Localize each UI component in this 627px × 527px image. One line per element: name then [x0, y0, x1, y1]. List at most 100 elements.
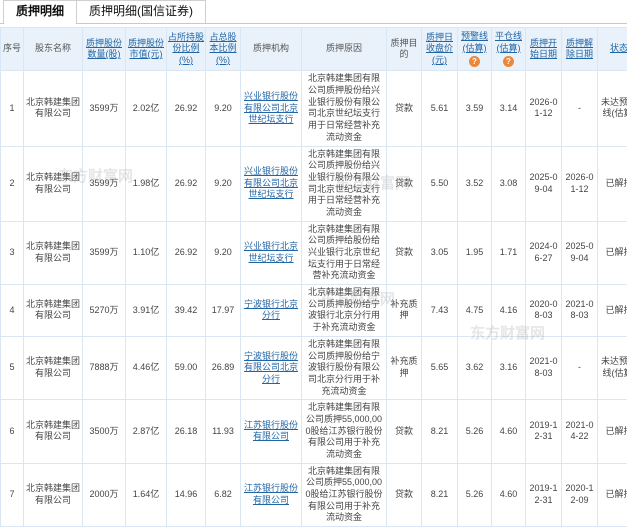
col-header-label[interactable]: 状态 [610, 43, 627, 53]
cell-pct_total: 9.20 [206, 221, 241, 284]
tab-bar: 质押明细 质押明细(国信证券) [0, 0, 627, 24]
cell-value: 1.64亿 [126, 463, 167, 526]
col-header-purpose: 质押目的 [387, 28, 422, 71]
cell-reason: 北京韩建集团有限公司质押55,000,000股给江苏银行股份有限公司用于补充流动… [302, 463, 387, 526]
cell-close: 5.50 [422, 146, 458, 221]
cell-reason: 北京韩建集团有限公司质押股份给兴业银行股份有限公司北京世纪坛支行用于日常经营补充… [302, 71, 387, 146]
col-header-qty[interactable]: 质押股份数量(股) [83, 28, 126, 71]
col-header-label[interactable]: 质押日收盘价(元) [426, 32, 453, 65]
cell-value: 1.98亿 [126, 146, 167, 221]
cell-status: 已解押 [598, 285, 627, 337]
cell-value: 2.87亿 [126, 400, 167, 463]
cell-pct_total: 26.89 [206, 336, 241, 399]
col-header-org: 质押机构 [241, 28, 302, 71]
tab-pledge-detail-guosen[interactable]: 质押明细(国信证券) [77, 0, 206, 23]
col-header-label[interactable]: 质押解除日期 [566, 38, 593, 60]
cell-status: 已解押 [598, 400, 627, 463]
col-header-label: 序号 [3, 43, 21, 53]
cell-holder: 北京韩建集团有限公司 [24, 221, 83, 284]
cell-purpose: 补充质押 [387, 285, 422, 337]
cell-qty: 5270万 [83, 285, 126, 337]
cell-pct_held: 14.96 [167, 463, 206, 526]
cell-status: 已解押 [598, 463, 627, 526]
cell-start: 2020-08-03 [526, 285, 562, 337]
cell-warn: 5.26 [458, 463, 492, 526]
pledge-org-link[interactable]: 兴业银行股份有限公司北京世纪坛支行 [244, 166, 298, 199]
cell-warn: 3.59 [458, 71, 492, 146]
cell-end: 2026-01-12 [562, 146, 598, 221]
cell-value: 3.91亿 [126, 285, 167, 337]
cell-end: - [562, 71, 598, 146]
col-header-label: 质押目的 [390, 38, 417, 60]
cell-org: 宁波银行股份有限公司北京分行 [241, 336, 302, 399]
tab-pledge-detail[interactable]: 质押明细 [3, 0, 77, 23]
cell-holder: 北京韩建集团有限公司 [24, 336, 83, 399]
cell-pct_held: 26.18 [167, 400, 206, 463]
cell-pct_held: 59.00 [167, 336, 206, 399]
col-header-reason: 质押原因 [302, 28, 387, 71]
cell-start: 2025-09-04 [526, 146, 562, 221]
cell-liq: 4.60 [492, 400, 526, 463]
cell-close: 5.65 [422, 336, 458, 399]
cell-pct_held: 26.92 [167, 221, 206, 284]
cell-holder: 北京韩建集团有限公司 [24, 146, 83, 221]
help-icon[interactable]: ? [469, 56, 480, 67]
cell-purpose: 贷款 [387, 71, 422, 146]
cell-seq: 6 [1, 400, 24, 463]
col-header-pct_held[interactable]: 占所持股份比例(%) [167, 28, 206, 71]
cell-qty: 3599万 [83, 221, 126, 284]
col-header-liq[interactable]: 平仓线(估算)? [492, 28, 526, 71]
cell-qty: 7888万 [83, 336, 126, 399]
cell-pct_total: 9.20 [206, 146, 241, 221]
cell-holder: 北京韩建集团有限公司 [24, 463, 83, 526]
col-header-status[interactable]: 状态 [598, 28, 627, 71]
col-header-label[interactable]: 占总股本比例(%) [209, 32, 236, 65]
col-header-label: 质押原因 [326, 43, 362, 53]
cell-end: 2021-08-03 [562, 285, 598, 337]
pledge-org-link[interactable]: 江苏银行股份有限公司 [244, 483, 298, 505]
cell-org: 江苏银行股份有限公司 [241, 463, 302, 526]
cell-org: 宁波银行北京分行 [241, 285, 302, 337]
col-header-start[interactable]: 质押开始日期 [526, 28, 562, 71]
cell-warn: 1.95 [458, 221, 492, 284]
pledge-org-link[interactable]: 江苏银行股份有限公司 [244, 420, 298, 442]
col-header-pct_total[interactable]: 占总股本比例(%) [206, 28, 241, 71]
cell-reason: 北京韩建集团有限公司质押股份给宁波银行股份有限公司北京分行用于补充流动资金 [302, 336, 387, 399]
cell-close: 8.21 [422, 463, 458, 526]
cell-end: 2020-12-09 [562, 463, 598, 526]
cell-reason: 北京韩建集团有限公司质押55,000,000股给江苏银行股份有限公司用于补充流动… [302, 400, 387, 463]
col-header-end[interactable]: 质押解除日期 [562, 28, 598, 71]
cell-start: 2024-06-27 [526, 221, 562, 284]
pledge-org-link[interactable]: 兴业银行股份有限公司北京世纪坛支行 [244, 91, 298, 124]
cell-seq: 2 [1, 146, 24, 221]
col-header-label[interactable]: 质押开始日期 [530, 38, 557, 60]
cell-pct_held: 26.92 [167, 71, 206, 146]
pledge-org-link[interactable]: 宁波银行股份有限公司北京分行 [244, 351, 298, 384]
cell-reason: 北京韩建集团有限公司质押股份给宁波银行北京分行用于补充流动资金 [302, 285, 387, 337]
col-header-label[interactable]: 预警线(估算) [461, 31, 488, 53]
col-header-label[interactable]: 平仓线(估算) [495, 31, 522, 53]
col-header-label[interactable]: 占所持股份比例(%) [168, 32, 204, 65]
col-header-label[interactable]: 质押股份市值(元) [128, 38, 164, 60]
col-header-warn[interactable]: 预警线(估算)? [458, 28, 492, 71]
cell-reason: 北京韩建集团有限公司质押给股份给兴业银行北京世纪坛支行用于日常经营补充流动资金 [302, 221, 387, 284]
col-header-label[interactable]: 质押股份数量(股) [86, 38, 122, 60]
col-header-close[interactable]: 质押日收盘价(元) [422, 28, 458, 71]
pledge-org-link[interactable]: 宁波银行北京分行 [244, 299, 298, 321]
cell-pct_total: 9.20 [206, 71, 241, 146]
help-icon[interactable]: ? [503, 56, 514, 67]
cell-close: 7.43 [422, 285, 458, 337]
cell-liq: 3.08 [492, 146, 526, 221]
cell-org: 兴业银行股份有限公司北京世纪坛支行 [241, 146, 302, 221]
col-header-value[interactable]: 质押股份市值(元) [126, 28, 167, 71]
pledge-org-link[interactable]: 兴业银行北京世纪坛支行 [244, 241, 298, 263]
cell-liq: 1.71 [492, 221, 526, 284]
cell-warn: 5.26 [458, 400, 492, 463]
cell-liq: 4.60 [492, 463, 526, 526]
cell-org: 兴业银行北京世纪坛支行 [241, 221, 302, 284]
